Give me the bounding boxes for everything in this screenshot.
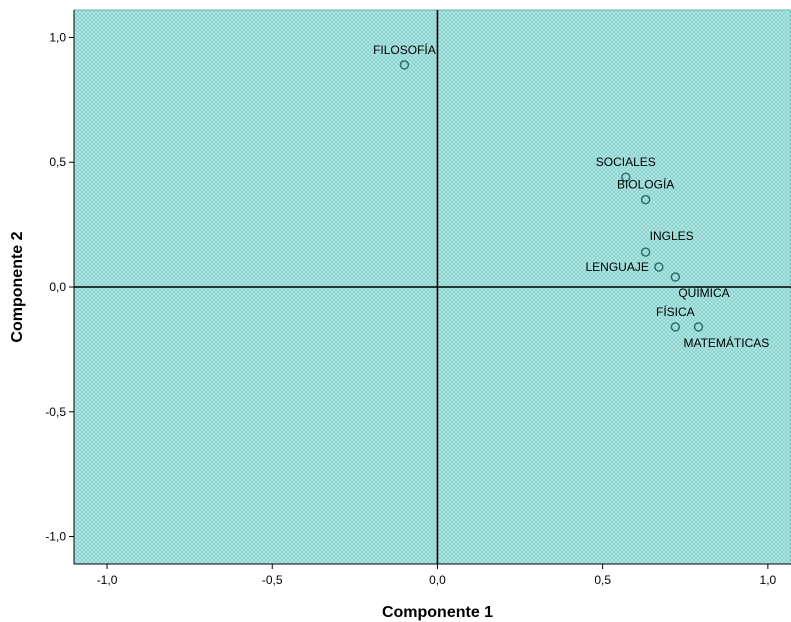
point-label: MATEMÁTICAS bbox=[683, 335, 769, 350]
x-tick-label: -0,5 bbox=[262, 573, 283, 587]
data-point bbox=[640, 194, 651, 205]
data-point bbox=[693, 322, 704, 332]
x-tick-label: -1,0 bbox=[97, 573, 118, 587]
data-point bbox=[670, 272, 681, 282]
point-label: INGLES bbox=[650, 229, 694, 243]
y-tick-label: 0,5 bbox=[49, 155, 66, 169]
data-point bbox=[399, 60, 410, 70]
data-point bbox=[654, 262, 664, 272]
y-axis-title: Componente 2 bbox=[9, 231, 26, 342]
data-point bbox=[621, 172, 631, 182]
reference-lines bbox=[74, 10, 791, 564]
x-tick-label: 0,5 bbox=[594, 573, 611, 587]
point-label: BIOLOGÍA bbox=[617, 177, 674, 192]
x-tick-label: 0,0 bbox=[429, 573, 446, 587]
point-label: SOCIALES bbox=[596, 155, 656, 169]
y-tick-label: 1,0 bbox=[49, 30, 66, 44]
point-label: FÍSICA bbox=[656, 304, 695, 319]
point-label: FILOSOFÍA bbox=[373, 42, 436, 57]
data-point bbox=[640, 247, 651, 257]
y-tick-label: -1,0 bbox=[45, 530, 66, 544]
data-points bbox=[399, 60, 704, 332]
point-label: QUÍMICA bbox=[678, 285, 729, 300]
point-labels: FILOSOFÍA SOCIALES BIOLOGÍA INGLES LENGUAJE Q… bbox=[373, 42, 769, 350]
data-point bbox=[670, 322, 681, 332]
y-tick-label: -0,5 bbox=[45, 405, 66, 419]
point-label: LENGUAJE bbox=[585, 260, 648, 274]
y-tick-label: 0,0 bbox=[49, 280, 66, 294]
x-axis-title: Componente 1 bbox=[382, 604, 493, 621]
x-tick-label: 1,0 bbox=[760, 573, 777, 587]
